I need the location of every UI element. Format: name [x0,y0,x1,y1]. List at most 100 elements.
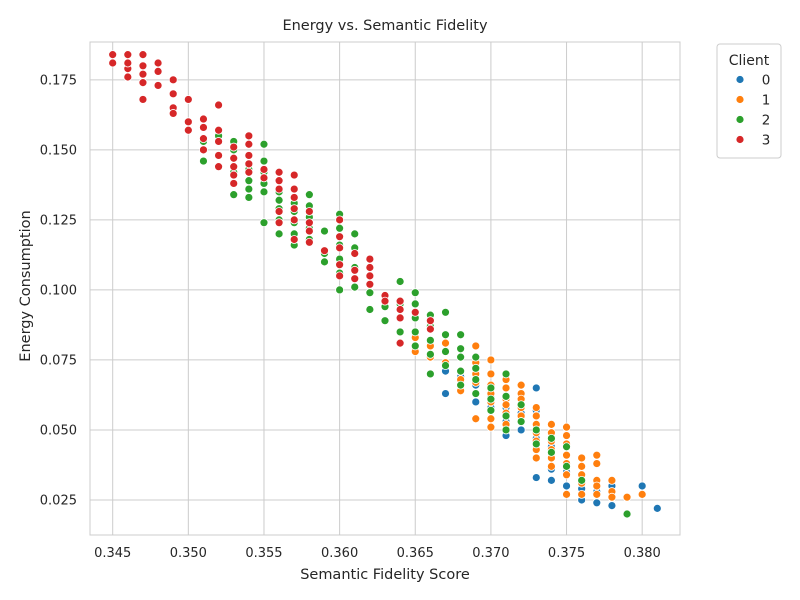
x-tick-label: 0.345 [94,546,131,561]
data-point-client-3 [320,246,329,256]
y-tick-label: 0.100 [40,283,77,298]
data-point-client-2 [320,226,329,236]
data-point-client-0 [547,475,556,485]
data-point-client-3 [425,324,435,334]
data-point-client-3 [365,254,375,264]
data-point-client-0 [607,501,617,510]
data-point-client-3 [259,165,269,174]
data-point-client-1 [592,481,602,491]
data-point-client-3 [168,89,178,99]
data-point-client-3 [244,167,254,177]
data-point-client-0 [516,425,526,435]
data-point-client-3 [123,58,133,68]
data-points [108,50,662,519]
data-point-client-2 [441,307,450,317]
data-point-client-2 [531,439,541,449]
data-point-client-3 [304,218,314,228]
data-point-client-2 [350,282,360,292]
data-point-client-2 [516,417,526,426]
data-point-client-0 [471,397,481,407]
x-tick-label: 0.350 [170,546,207,561]
data-point-client-3 [425,316,435,326]
data-point-client-0 [637,481,647,491]
data-point-client-1 [592,489,602,499]
chart-title: Energy vs. Semantic Fidelity [282,18,488,34]
data-point-client-1 [562,489,571,499]
x-tick-labels: 0.345 0.350 0.355 0.360 0.365 0.370 0.375 0.380 [94,546,661,561]
y-tick-labels: 0.025 0.050 0.075 0.100 0.125 0.150 0.175 [40,73,77,508]
data-point-client-2 [304,190,314,200]
data-point-client-2 [441,361,450,370]
data-point-client-3 [214,162,223,172]
data-point-client-3 [274,207,284,216]
data-point-client-2 [471,375,481,384]
data-point-client-2 [471,352,481,362]
legend-title: Client [729,53,770,69]
data-point-client-2 [380,316,390,326]
data-point-client-1 [607,475,617,485]
data-point-client-3 [410,307,420,317]
legend-label-client-0: 0 [762,73,771,89]
data-point-client-3 [153,81,163,90]
y-tick-label: 0.075 [40,353,77,368]
data-point-client-2 [501,369,511,379]
data-point-client-3 [168,109,178,118]
data-point-client-2 [516,400,526,410]
data-point-client-3 [304,207,314,216]
data-point-client-2 [350,229,360,239]
data-point-client-2 [365,305,375,314]
y-axis-label: Energy Consumption [18,210,34,361]
data-point-client-3 [168,75,178,85]
data-point-client-2 [410,341,420,351]
data-point-client-2 [335,285,345,295]
data-point-client-3 [335,232,345,242]
legend-marker-client-0 [735,75,745,84]
data-point-client-2 [471,389,481,398]
data-point-client-0 [531,383,541,393]
data-point-client-3 [289,193,299,202]
data-point-client-2 [244,184,254,194]
data-point-client-3 [289,170,299,180]
data-point-client-0 [441,389,450,398]
data-point-client-2 [456,380,466,390]
data-point-client-1 [607,492,617,502]
data-point-client-1 [531,453,541,463]
data-point-client-2 [501,411,511,421]
data-point-client-2 [410,327,420,337]
data-point-client-1 [562,450,571,460]
data-point-client-3 [289,204,299,214]
data-point-client-1 [486,355,496,365]
data-point-client-3 [108,58,118,68]
data-point-client-2 [456,344,466,354]
data-point-client-1 [577,453,587,463]
data-point-client-2 [259,187,269,197]
data-point-client-3 [304,226,314,236]
data-point-client-3 [335,260,345,270]
legend-marker-client-1 [735,95,745,104]
data-point-client-2 [577,475,587,485]
data-point-client-3 [365,271,375,281]
data-point-client-2 [259,139,269,149]
data-point-client-1 [486,414,496,424]
y-tick-label: 0.025 [40,493,77,508]
data-point-client-1 [592,459,602,468]
data-point-client-1 [547,419,556,429]
data-point-client-3 [199,134,208,144]
x-tick-label: 0.355 [245,546,282,561]
y-tick-label: 0.125 [40,213,77,228]
legend: Client 0 1 2 3 [716,43,782,159]
data-point-client-1 [562,470,571,480]
data-point-client-3 [335,215,345,225]
data-point-client-0 [592,498,602,508]
x-axis-label: Semantic Fidelity Score [300,567,470,583]
data-point-client-2 [456,366,466,376]
data-point-client-3 [229,170,239,180]
data-point-client-2 [486,394,496,404]
data-point-client-2 [199,156,208,166]
data-point-client-1 [562,431,571,440]
data-point-client-2 [531,425,541,435]
data-point-client-1 [577,461,587,471]
data-point-client-3 [259,173,269,183]
data-point-client-3 [365,263,375,272]
